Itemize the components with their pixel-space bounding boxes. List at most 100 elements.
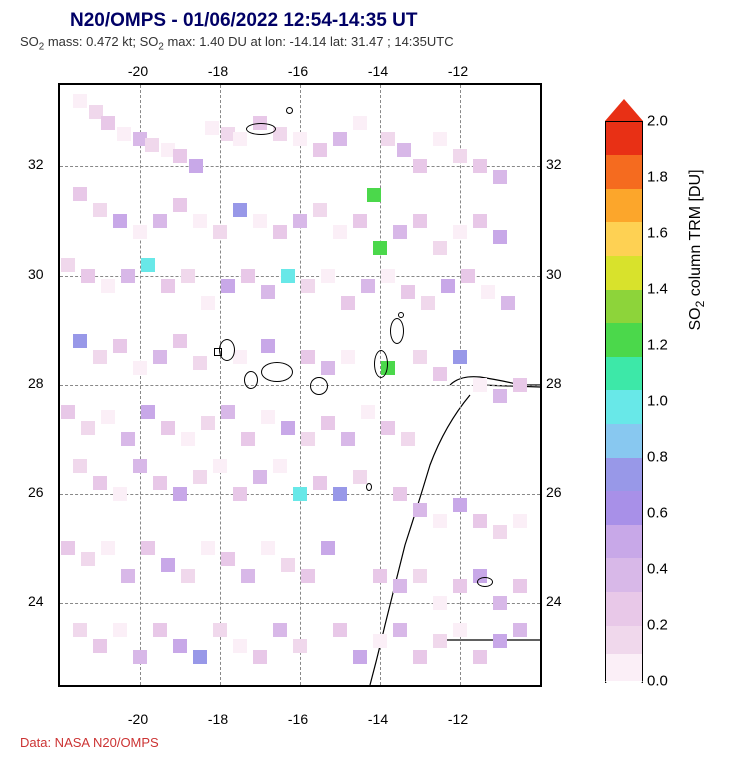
heatmap-cell bbox=[341, 296, 355, 310]
heatmap-cell bbox=[433, 241, 447, 255]
colorbar-segment bbox=[606, 458, 642, 492]
gridline-h bbox=[60, 603, 540, 604]
heatmap-cell bbox=[73, 459, 87, 473]
heatmap-cell bbox=[281, 421, 295, 435]
heatmap-cell bbox=[213, 459, 227, 473]
heatmap-cell bbox=[333, 487, 347, 501]
heatmap-cell bbox=[281, 558, 295, 572]
heatmap-cell bbox=[133, 650, 147, 664]
heatmap-cell bbox=[121, 569, 135, 583]
xtick-top: -18 bbox=[208, 63, 228, 79]
heatmap-cell bbox=[413, 650, 427, 664]
colorbar-segment bbox=[606, 558, 642, 592]
heatmap-cell bbox=[141, 258, 155, 272]
heatmap-cell bbox=[93, 203, 107, 217]
heatmap-cell bbox=[221, 279, 235, 293]
heatmap-cell bbox=[141, 405, 155, 419]
xtick-bottom: -16 bbox=[288, 711, 308, 727]
heatmap-cell bbox=[253, 214, 267, 228]
heatmap-cell bbox=[205, 121, 219, 135]
heatmap-cell bbox=[233, 487, 247, 501]
heatmap-cell bbox=[293, 639, 307, 653]
colorbar-segment bbox=[606, 222, 642, 256]
colorbar-tick: 0.4 bbox=[647, 560, 668, 577]
heatmap-cell bbox=[153, 623, 167, 637]
heatmap-cell bbox=[133, 459, 147, 473]
chart-container: N20/OMPS - 01/06/2022 12:54-14:35 UT SO2… bbox=[10, 10, 733, 773]
gridline-h bbox=[60, 166, 540, 167]
heatmap-cell bbox=[201, 296, 215, 310]
colorbar-tick: 1.8 bbox=[647, 168, 668, 185]
heatmap-cell bbox=[513, 579, 527, 593]
heatmap-cell bbox=[493, 525, 507, 539]
heatmap-cell bbox=[101, 279, 115, 293]
heatmap-cell bbox=[193, 214, 207, 228]
heatmap-cell bbox=[381, 132, 395, 146]
heatmap-cell bbox=[153, 350, 167, 364]
heatmap-cell bbox=[261, 541, 275, 555]
heatmap-cell bbox=[333, 623, 347, 637]
colorbar-segment bbox=[606, 256, 642, 290]
heatmap-cell bbox=[493, 596, 507, 610]
heatmap-cell bbox=[301, 350, 315, 364]
colorbar-segment bbox=[606, 390, 642, 424]
heatmap-cell bbox=[473, 514, 487, 528]
heatmap-cell bbox=[133, 361, 147, 375]
heatmap-cell bbox=[473, 159, 487, 173]
chart-subtitle: SO2 mass: 0.472 kt; SO2 max: 1.40 DU at … bbox=[20, 34, 733, 53]
data-source-footer: Data: NASA N20/OMPS bbox=[20, 735, 733, 750]
heatmap-cell bbox=[233, 132, 247, 146]
colorbar-triangle-top bbox=[605, 99, 643, 121]
heatmap-cell bbox=[353, 116, 367, 130]
heatmap-cell bbox=[393, 225, 407, 239]
heatmap-cell bbox=[113, 339, 127, 353]
island-outline bbox=[366, 483, 372, 491]
ytick-right: 32 bbox=[546, 156, 562, 172]
heatmap-cell bbox=[113, 623, 127, 637]
heatmap-cell bbox=[353, 214, 367, 228]
heatmap-cell bbox=[101, 541, 115, 555]
heatmap-cell bbox=[201, 416, 215, 430]
colorbar-segment bbox=[606, 122, 642, 156]
heatmap-cell bbox=[181, 569, 195, 583]
heatmap-cell bbox=[301, 569, 315, 583]
heatmap-cell bbox=[413, 569, 427, 583]
heatmap-cell bbox=[253, 470, 267, 484]
heatmap-cell bbox=[233, 203, 247, 217]
ytick-left: 32 bbox=[28, 156, 44, 172]
colorbar-wrapper: SO2 column TRM [DU] 0.00.20.40.60.81.01.… bbox=[585, 61, 725, 731]
ytick-right: 24 bbox=[546, 593, 562, 609]
heatmap-cell bbox=[81, 421, 95, 435]
heatmap-cell bbox=[353, 650, 367, 664]
heatmap-cell bbox=[293, 214, 307, 228]
ytick-right: 26 bbox=[546, 484, 562, 500]
heatmap-cell bbox=[381, 421, 395, 435]
heatmap-cell bbox=[433, 367, 447, 381]
heatmap-cell bbox=[273, 623, 287, 637]
ytick-left: 26 bbox=[28, 484, 44, 500]
xtick-bottom: -14 bbox=[368, 711, 388, 727]
heatmap-cell bbox=[393, 487, 407, 501]
colorbar-label: SO2 column TRM [DU] bbox=[687, 169, 707, 330]
heatmap-cell bbox=[145, 138, 159, 152]
island-outline bbox=[398, 312, 404, 318]
heatmap-cell bbox=[161, 558, 175, 572]
heatmap-cell bbox=[341, 432, 355, 446]
heatmap-cell bbox=[453, 149, 467, 163]
colorbar-triangle-bottom bbox=[605, 681, 643, 703]
heatmap-cell bbox=[513, 623, 527, 637]
heatmap-cell bbox=[373, 634, 387, 648]
heatmap-cell bbox=[73, 94, 87, 108]
ytick-right: 30 bbox=[546, 266, 562, 282]
heatmap-cell bbox=[301, 279, 315, 293]
heatmap-cell bbox=[241, 432, 255, 446]
heatmap-cell bbox=[201, 541, 215, 555]
colorbar-segment bbox=[606, 654, 642, 682]
heatmap-cell bbox=[273, 459, 287, 473]
heatmap-cell bbox=[493, 389, 507, 403]
heatmap-cell bbox=[313, 203, 327, 217]
heatmap-cell bbox=[361, 279, 375, 293]
heatmap-cell bbox=[121, 432, 135, 446]
ytick-left: 24 bbox=[28, 593, 44, 609]
heatmap-cell bbox=[173, 198, 187, 212]
